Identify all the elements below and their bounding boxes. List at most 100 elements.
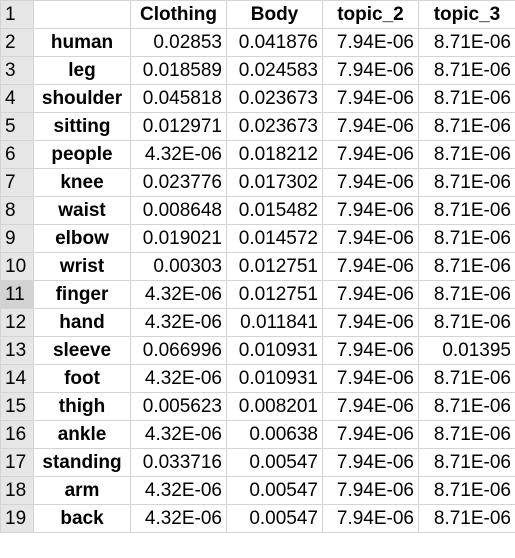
row-number[interactable]: 17 xyxy=(0,448,34,477)
row-number[interactable]: 16 xyxy=(0,420,34,449)
cell-topic-3[interactable]: 8.71E-06 xyxy=(418,280,515,309)
cell-clothing[interactable]: 0.023776 xyxy=(130,168,227,197)
cell-clothing[interactable]: 4.32E-06 xyxy=(130,140,227,169)
cell-body[interactable]: 0.023673 xyxy=(226,84,323,113)
cell-body[interactable]: 0.00547 xyxy=(226,476,323,505)
cell-topic-3[interactable]: 8.71E-06 xyxy=(418,112,515,141)
cell-clothing[interactable]: 0.066996 xyxy=(130,336,227,365)
cell-word[interactable]: sitting xyxy=(33,112,131,141)
header-cell-topic-2[interactable]: topic_2 xyxy=(322,0,419,29)
row-number[interactable]: 5 xyxy=(0,112,34,141)
cell-body[interactable]: 0.018212 xyxy=(226,140,323,169)
row-number[interactable]: 4 xyxy=(0,84,34,113)
header-cell-clothing[interactable]: Clothing xyxy=(130,0,227,29)
cell-topic-2[interactable]: 7.94E-06 xyxy=(322,112,419,141)
row-number[interactable]: 11 xyxy=(0,280,34,309)
cell-clothing[interactable]: 4.32E-06 xyxy=(130,476,227,505)
cell-topic-2[interactable]: 7.94E-06 xyxy=(322,168,419,197)
cell-body[interactable]: 0.024583 xyxy=(226,56,323,85)
cell-clothing[interactable]: 0.02853 xyxy=(130,28,227,57)
cell-topic-2[interactable]: 7.94E-06 xyxy=(322,336,419,365)
cell-topic-2[interactable]: 7.94E-06 xyxy=(322,280,419,309)
cell-word[interactable]: shoulder xyxy=(33,84,131,113)
row-number[interactable]: 6 xyxy=(0,140,34,169)
cell-topic-3[interactable]: 8.71E-06 xyxy=(418,168,515,197)
row-number[interactable]: 10 xyxy=(0,252,34,281)
row-number[interactable]: 9 xyxy=(0,224,34,253)
cell-body[interactable]: 0.00547 xyxy=(226,504,323,533)
cell-topic-2[interactable]: 7.94E-06 xyxy=(322,252,419,281)
cell-topic-3[interactable]: 8.71E-06 xyxy=(418,28,515,57)
cell-topic-2[interactable]: 7.94E-06 xyxy=(322,476,419,505)
cell-topic-3[interactable]: 8.71E-06 xyxy=(418,224,515,253)
cell-body[interactable]: 0.014572 xyxy=(226,224,323,253)
cell-topic-2[interactable]: 7.94E-06 xyxy=(322,28,419,57)
cell-word[interactable]: leg xyxy=(33,56,131,85)
cell-body[interactable]: 0.010931 xyxy=(226,364,323,393)
cell-topic-3[interactable]: 8.71E-06 xyxy=(418,504,515,533)
row-number[interactable]: 19 xyxy=(0,504,34,533)
cell-word[interactable]: ankle xyxy=(33,420,131,449)
cell-body[interactable]: 0.017302 xyxy=(226,168,323,197)
cell-clothing[interactable]: 0.045818 xyxy=(130,84,227,113)
cell-topic-2[interactable]: 7.94E-06 xyxy=(322,196,419,225)
cell-clothing[interactable]: 0.00303 xyxy=(130,252,227,281)
cell-word[interactable]: thigh xyxy=(33,392,131,421)
header-cell-topic-3[interactable]: topic_3 xyxy=(418,0,515,29)
cell-word[interactable]: back xyxy=(33,504,131,533)
cell-body[interactable]: 0.015482 xyxy=(226,196,323,225)
cell-clothing[interactable]: 4.32E-06 xyxy=(130,280,227,309)
cell-clothing[interactable]: 0.005623 xyxy=(130,392,227,421)
cell-topic-2[interactable]: 7.94E-06 xyxy=(322,140,419,169)
cell-word[interactable]: foot xyxy=(33,364,131,393)
cell-topic-3[interactable]: 8.71E-06 xyxy=(418,56,515,85)
cell-topic-3[interactable]: 8.71E-06 xyxy=(418,448,515,477)
row-number[interactable]: 18 xyxy=(0,476,34,505)
row-number[interactable]: 14 xyxy=(0,364,34,393)
cell-body[interactable]: 0.012751 xyxy=(226,252,323,281)
cell-word[interactable]: wrist xyxy=(33,252,131,281)
cell-topic-3[interactable]: 8.71E-06 xyxy=(418,252,515,281)
cell-topic-2[interactable]: 7.94E-06 xyxy=(322,448,419,477)
cell-word[interactable]: knee xyxy=(33,168,131,197)
cell-word[interactable]: hand xyxy=(33,308,131,337)
cell-topic-3[interactable]: 8.71E-06 xyxy=(418,476,515,505)
cell-word[interactable]: elbow xyxy=(33,224,131,253)
row-number[interactable]: 3 xyxy=(0,56,34,85)
cell-topic-2[interactable]: 7.94E-06 xyxy=(322,84,419,113)
cell-clothing[interactable]: 0.008648 xyxy=(130,196,227,225)
cell-topic-3[interactable]: 8.71E-06 xyxy=(418,420,515,449)
cell-body[interactable]: 0.041876 xyxy=(226,28,323,57)
cell-clothing[interactable]: 4.32E-06 xyxy=(130,308,227,337)
cell-topic-3[interactable]: 8.71E-06 xyxy=(418,196,515,225)
cell-word[interactable]: people xyxy=(33,140,131,169)
cell-topic-2[interactable]: 7.94E-06 xyxy=(322,392,419,421)
cell-body[interactable]: 0.011841 xyxy=(226,308,323,337)
cell-topic-2[interactable]: 7.94E-06 xyxy=(322,308,419,337)
cell-topic-2[interactable]: 7.94E-06 xyxy=(322,364,419,393)
cell-clothing[interactable]: 0.033716 xyxy=(130,448,227,477)
cell-word[interactable]: finger xyxy=(33,280,131,309)
cell-topic-3[interactable]: 8.71E-06 xyxy=(418,140,515,169)
cell-clothing[interactable]: 0.012971 xyxy=(130,112,227,141)
cell-clothing[interactable]: 4.32E-06 xyxy=(130,364,227,393)
cell-topic-2[interactable]: 7.94E-06 xyxy=(322,56,419,85)
cell-body[interactable]: 0.012751 xyxy=(226,280,323,309)
row-number[interactable]: 7 xyxy=(0,168,34,197)
cell-body[interactable]: 0.00638 xyxy=(226,420,323,449)
cell-word[interactable]: waist xyxy=(33,196,131,225)
cell-body[interactable]: 0.010931 xyxy=(226,336,323,365)
cell-topic-3[interactable]: 0.01395 xyxy=(418,336,515,365)
cell-clothing[interactable]: 0.019021 xyxy=(130,224,227,253)
cell-topic-2[interactable]: 7.94E-06 xyxy=(322,504,419,533)
cell-word[interactable]: human xyxy=(33,28,131,57)
row-number[interactable]: 1 xyxy=(0,0,34,29)
cell-topic-3[interactable]: 8.71E-06 xyxy=(418,364,515,393)
cell-word[interactable]: standing xyxy=(33,448,131,477)
cell-topic-3[interactable]: 8.71E-06 xyxy=(418,84,515,113)
row-number[interactable]: 2 xyxy=(0,28,34,57)
cell-topic-2[interactable]: 7.94E-06 xyxy=(322,224,419,253)
row-number[interactable]: 13 xyxy=(0,336,34,365)
cell-clothing[interactable]: 4.32E-06 xyxy=(130,420,227,449)
cell-topic-2[interactable]: 7.94E-06 xyxy=(322,420,419,449)
